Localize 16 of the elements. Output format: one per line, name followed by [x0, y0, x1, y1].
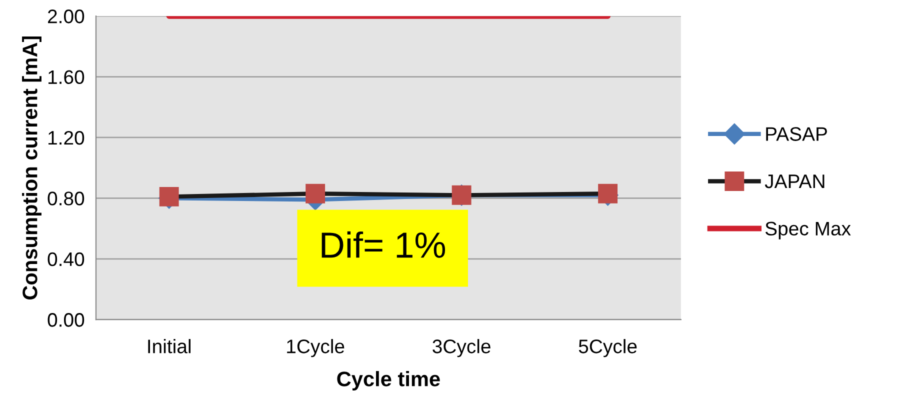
y-tick-label: 0.80 — [48, 192, 84, 206]
y-axis-title: Consumption current [mA] — [22, 36, 42, 300]
x-tick-label: Initial — [148, 339, 190, 354]
y-tick-label: 1.20 — [48, 130, 84, 145]
y-tick-label: 2.00 — [48, 10, 84, 24]
y-tick-label: 1.60 — [48, 70, 84, 84]
x-tick-label: 5Cycle — [578, 339, 637, 358]
legend-label: JAPAN — [764, 174, 824, 188]
legend-label: PASAP — [766, 127, 827, 141]
x-axis-title: Cycle time — [337, 371, 440, 390]
x-tick-label: 1Cycle — [287, 339, 344, 358]
legend-label: Spec Max — [765, 222, 851, 240]
y-tick-label: 0.40 — [48, 252, 84, 266]
annotation: Dif= 1% — [322, 231, 446, 258]
y-tick-label: 0.00 — [48, 313, 84, 327]
x-tick-label: 3Cycle — [432, 339, 490, 358]
